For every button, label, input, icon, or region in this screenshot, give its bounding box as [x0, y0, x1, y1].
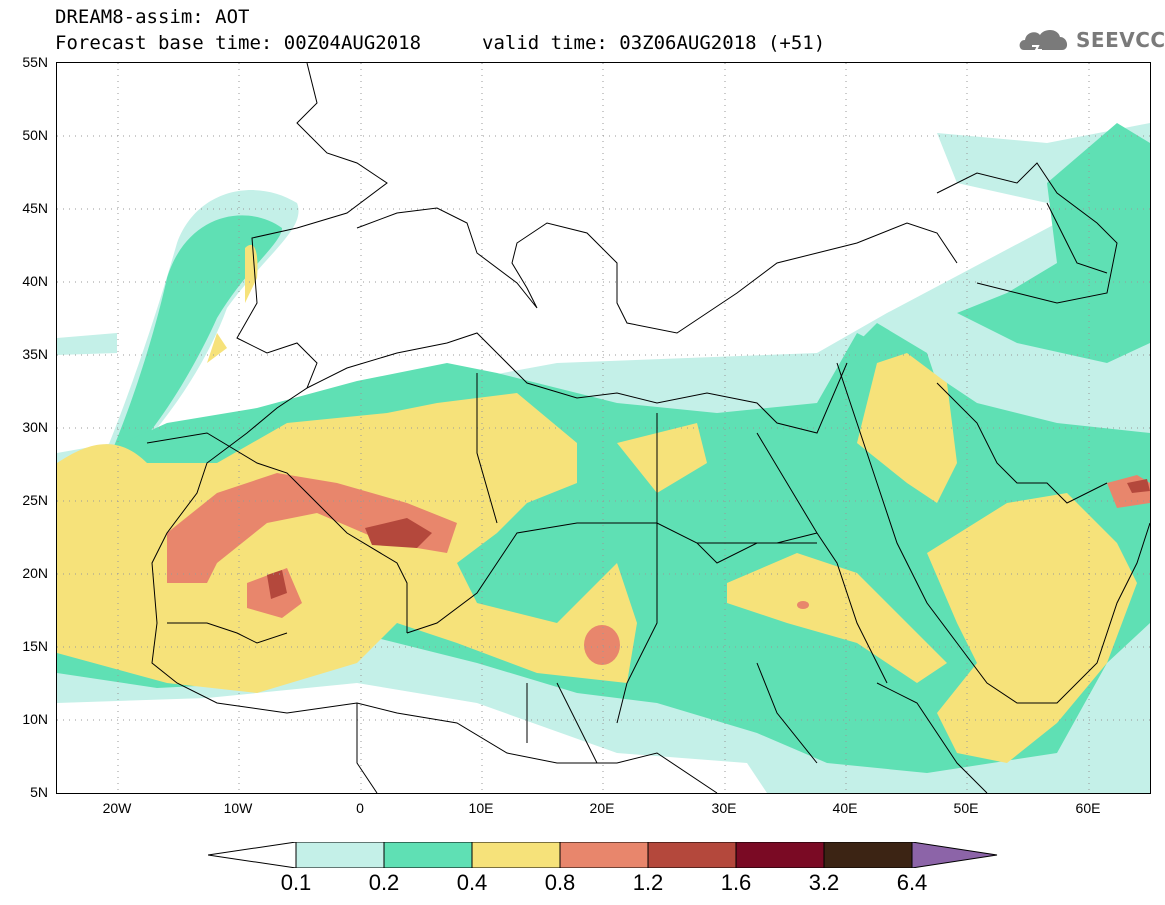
colorbar-bin-5 — [647, 842, 737, 868]
graticule — [57, 63, 1150, 793]
lat-label-25n: 25N — [22, 492, 48, 508]
colorbar-bin-4 — [559, 842, 649, 868]
lat-label-20n: 20N — [22, 565, 48, 581]
colorbar-min-arrow — [208, 842, 297, 868]
lat-label-5n: 5N — [30, 784, 48, 800]
lon-label-10w: 10W — [223, 800, 253, 816]
coastlines — [146, 63, 1150, 793]
colorbar-bin-7 — [823, 842, 913, 868]
colorbar-label: 1.2 — [632, 870, 664, 895]
colorbar-max-arrow — [911, 842, 998, 868]
aot-level-1-2 — [267, 479, 1150, 599]
lat-label-35n: 35N — [22, 346, 48, 362]
colorbar-label: 0.2 — [368, 870, 400, 895]
aot-map-canvas — [57, 63, 1150, 793]
map-title: DREAM8-assim: AOT — [55, 6, 250, 28]
colorbar-bin-3 — [471, 842, 561, 868]
colorbar-bin-6 — [735, 842, 825, 868]
lat-label-50n: 50N — [22, 127, 48, 143]
lon-label-60e: 60E — [1075, 800, 1101, 816]
lon-label-20w: 20W — [102, 800, 132, 816]
lon-label-0: 0 — [356, 800, 364, 816]
lat-label-15n: 15N — [22, 638, 48, 654]
valid-time: valid time: 03Z06AUG2018 (+51) — [482, 32, 826, 54]
lon-label-30e: 30E — [711, 800, 737, 816]
logo-text: SEEVCCC — [1076, 28, 1165, 52]
aot-level-0-4 — [57, 244, 1137, 763]
colorbar-bin-2 — [383, 842, 473, 868]
colorbar-label: 0.8 — [544, 870, 576, 895]
lat-label-40n: 40N — [22, 273, 48, 289]
colorbar-label: 3.2 — [808, 870, 840, 895]
lat-label-10n: 10N — [22, 711, 48, 727]
lon-label-40e: 40E — [832, 800, 858, 816]
lon-label-10e: 10E — [468, 800, 494, 816]
colorbar — [208, 842, 998, 868]
lon-label-50e: 50E — [953, 800, 979, 816]
lat-label-55n: 55N — [22, 54, 48, 70]
colorbar-label: 0.4 — [456, 870, 488, 895]
aot-map — [56, 62, 1151, 794]
lat-label-45n: 45N — [22, 200, 48, 216]
lat-label-30n: 30N — [22, 419, 48, 435]
seevccc-logo: SEEVCCC — [1018, 22, 1165, 58]
lon-label-20e: 20E — [589, 800, 615, 816]
colorbar-bin-1 — [295, 842, 385, 868]
colorbar-label: 1.6 — [720, 870, 752, 895]
forecast-base-time: Forecast base time: 00Z04AUG2018 — [55, 32, 422, 54]
colorbar-label: 6.4 — [896, 870, 928, 895]
cloud-icon — [1019, 29, 1068, 51]
colorbar-label: 0.1 — [280, 870, 312, 895]
